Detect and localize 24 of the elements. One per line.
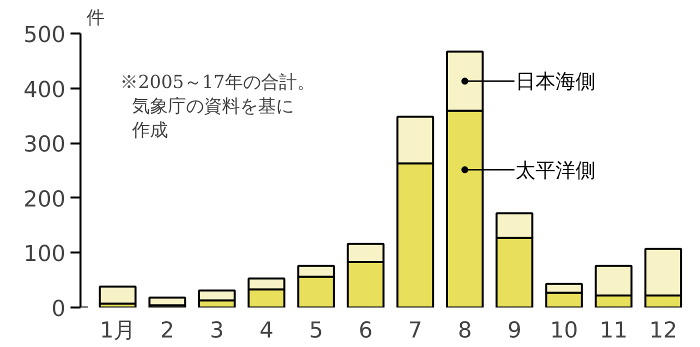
legend-label: 日本海側	[515, 69, 596, 94]
x-tick-label: 12	[649, 318, 678, 344]
y-tick-label: 100	[24, 242, 66, 268]
y-tick-label: 500	[24, 23, 66, 48]
y-axis-title: 件	[86, 8, 104, 28]
legend-label: 太平洋側	[515, 158, 596, 182]
x-tick-label: 1月	[100, 318, 136, 344]
y-tick-label: 400	[24, 78, 66, 103]
x-tick-label: 4	[259, 318, 274, 344]
annotation: 気象庁の資料を基に	[132, 96, 294, 117]
x-tick-label: 8	[458, 318, 472, 344]
y-tick-label: 0	[52, 297, 66, 322]
x-tick-label: 10	[550, 318, 578, 344]
x-tick-label: 3	[210, 318, 224, 344]
y-tick-label: 200	[24, 187, 66, 212]
annotation: ※2005～17年の合計。	[120, 72, 315, 93]
x-tick-label: 11	[600, 318, 628, 344]
x-tick-label: 5	[309, 318, 324, 344]
x-tick-label: 6	[358, 318, 373, 344]
x-tick-label: 7	[408, 318, 422, 344]
annotation: 作成	[131, 120, 168, 141]
x-tick-label: 9	[507, 318, 522, 344]
x-tick-label: 2	[160, 318, 174, 344]
y-tick-label: 300	[24, 132, 66, 158]
